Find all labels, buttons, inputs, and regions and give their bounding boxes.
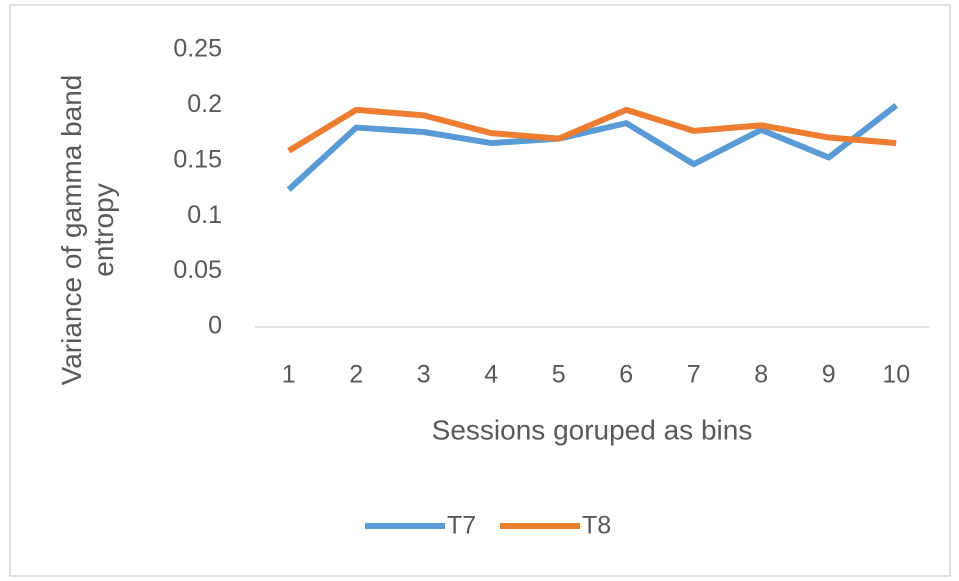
- y-tick-label: 0.1: [187, 201, 222, 229]
- x-tick-label: 9: [822, 361, 836, 389]
- x-tick-label: 2: [349, 361, 363, 389]
- x-tick-label: 6: [619, 361, 633, 389]
- legend-label: T8: [582, 512, 611, 540]
- x-tick-label: 7: [687, 361, 701, 389]
- x-tick-label: 1: [282, 361, 296, 389]
- x-tick-label: 8: [754, 361, 768, 389]
- y-tick-label: 0: [208, 312, 222, 340]
- line-series: [287, 106, 897, 154]
- x-tick-label: 5: [552, 361, 566, 389]
- y-tick-label: 0.15: [173, 145, 222, 173]
- x-axis-title: Sessions goruped as bins: [432, 414, 753, 445]
- y-tick-label: 0.2: [187, 90, 222, 118]
- x-tick-label: 4: [484, 361, 498, 389]
- legend-label: T7: [447, 512, 476, 540]
- x-tick-label: 3: [417, 361, 431, 389]
- x-tick-label: 10: [882, 361, 910, 389]
- y-tick-label: 0.05: [173, 256, 222, 284]
- y-tick-label: 0.25: [173, 35, 222, 63]
- y-axis-title: Variance of gamma band entropy: [56, 74, 119, 386]
- line-series: [286, 103, 899, 192]
- chart-frame: [9, 4, 951, 577]
